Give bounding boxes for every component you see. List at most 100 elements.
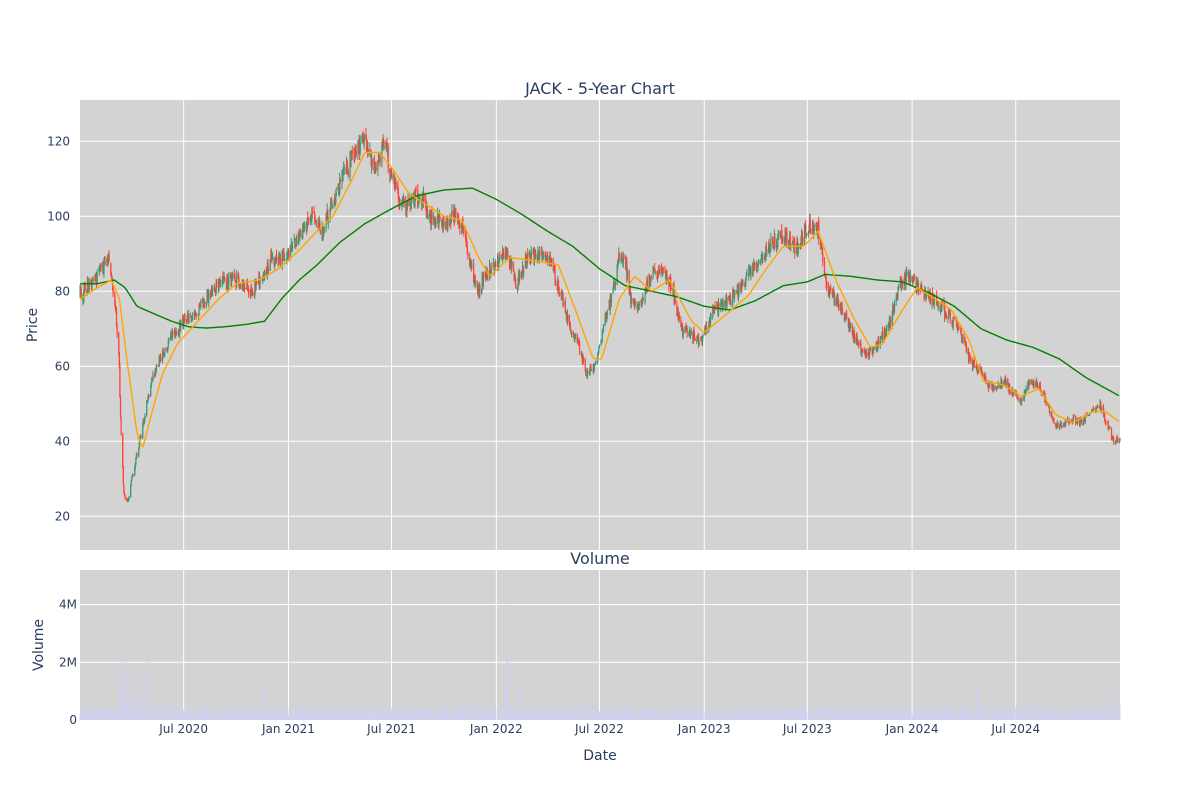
candle-body (870, 347, 872, 351)
candle-body (381, 144, 383, 163)
candle-body (523, 270, 525, 274)
volume-bar (310, 712, 312, 720)
volume-bar (776, 705, 778, 720)
candle-body (478, 284, 480, 298)
volume-bar (1075, 706, 1077, 720)
volume-bar (1039, 706, 1041, 720)
candle-body (467, 253, 469, 257)
volume-bar (167, 705, 169, 720)
volume-bar (407, 708, 409, 720)
volume-bar (546, 707, 547, 720)
volume-bar (769, 710, 771, 720)
volume-bar (1037, 705, 1039, 720)
volume-bar (150, 708, 152, 720)
candle-body (1116, 437, 1118, 442)
volume-bar (511, 713, 513, 720)
volume-bar (1051, 705, 1053, 720)
volume-bar (621, 706, 623, 720)
candle-body (590, 369, 593, 370)
volume-bar (1077, 710, 1079, 720)
volume-bar (413, 712, 415, 720)
volume-bar (825, 705, 827, 720)
candle-body (135, 458, 137, 464)
volume-bar (605, 712, 607, 720)
volume-bar (1024, 708, 1026, 720)
volume-bar (738, 707, 739, 720)
volume-bar (734, 713, 736, 720)
volume-bar (542, 705, 543, 720)
volume-bar (565, 707, 567, 720)
volume-bar (724, 709, 726, 720)
volume-bar (524, 707, 526, 720)
candle-body (167, 347, 169, 352)
candle-body (854, 337, 856, 343)
volume-bar (405, 713, 407, 720)
volume-bar (261, 710, 263, 720)
volume-bar (657, 713, 659, 720)
volume-bar (302, 707, 304, 720)
volume-bar (800, 697, 802, 720)
volume-bar (221, 710, 223, 720)
volume-bar (190, 710, 192, 720)
candle-body (272, 255, 274, 260)
volume-bar (1013, 708, 1014, 720)
volume-bar (515, 710, 517, 720)
volume-bar (766, 714, 768, 720)
candle-body (427, 215, 429, 219)
volume-bar (134, 673, 136, 720)
volume-bar (463, 707, 465, 720)
volume-bar (466, 709, 468, 720)
volume-bar (359, 714, 361, 720)
volume-bar (509, 705, 510, 720)
volume-bar (992, 715, 994, 720)
volume-bar (895, 712, 897, 720)
candle-body (849, 326, 851, 331)
candle-body (948, 310, 950, 318)
volume-bar (84, 711, 86, 720)
volume-bar (441, 705, 443, 720)
candle-body (601, 332, 603, 340)
volume-bar (335, 713, 337, 720)
volume-bar (633, 707, 635, 720)
volume-bar (805, 712, 807, 720)
candle-body (1110, 428, 1113, 439)
volume-bar (916, 712, 918, 720)
volume-bar (505, 677, 507, 720)
volume-bar (908, 714, 910, 720)
volume-bar (827, 710, 829, 720)
volume-bar (669, 706, 670, 720)
volume-bar (445, 708, 447, 720)
volume-grid (80, 570, 1120, 720)
volume-bar (991, 712, 993, 720)
candle-body (212, 288, 214, 291)
volume-bar (634, 714, 636, 720)
volume-bar (1035, 715, 1037, 720)
candle-body (120, 418, 122, 434)
candle-body (415, 189, 417, 190)
volume-bar (761, 706, 763, 720)
volume-bar (214, 713, 215, 720)
volume-bar (896, 709, 898, 720)
volume-bar (1008, 705, 1010, 720)
volume-bar (1011, 711, 1013, 720)
volume-bar (1033, 709, 1034, 720)
volume-bar (369, 705, 371, 720)
candle-body (1081, 419, 1083, 425)
volume-bar (477, 715, 479, 720)
volume-bar (625, 705, 627, 720)
candle-body (482, 273, 484, 287)
volume-bar (945, 706, 947, 720)
volume-bar (288, 714, 289, 720)
volume-bar (1119, 705, 1121, 720)
volume-bar (506, 589, 508, 720)
volume-bar (614, 712, 616, 720)
candle-body (118, 333, 120, 353)
volume-bar (1063, 712, 1065, 720)
volume-bar (166, 706, 168, 720)
volume-bar (706, 709, 708, 720)
date-tick-label: Jan 2023 (677, 722, 731, 736)
volume-bar (495, 708, 497, 720)
volume-bar (343, 708, 345, 720)
volume-bar (1044, 708, 1046, 720)
volume-bar (128, 690, 129, 720)
